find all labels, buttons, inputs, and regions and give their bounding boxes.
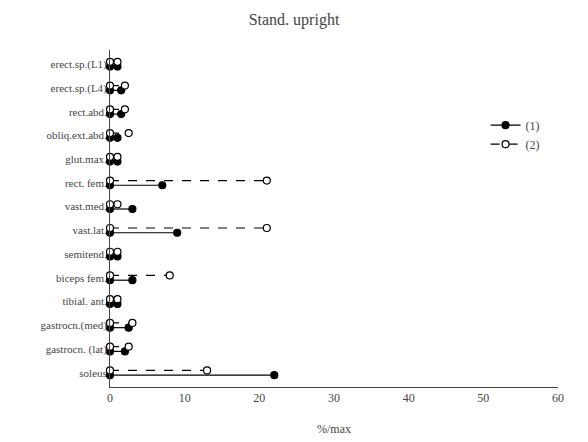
svg-text:10: 10 bbox=[179, 391, 191, 405]
svg-text:gastrocn. (lat): gastrocn. (lat) bbox=[46, 343, 107, 356]
svg-text:obliq.ext.abd.: obliq.ext.abd. bbox=[47, 129, 107, 141]
svg-text:50: 50 bbox=[477, 391, 489, 405]
svg-text:30: 30 bbox=[328, 391, 340, 405]
svg-text:(2): (2) bbox=[526, 138, 540, 152]
svg-text:rect.abd.: rect.abd. bbox=[69, 106, 107, 118]
svg-text:biceps fem.: biceps fem. bbox=[56, 272, 107, 284]
svg-text:%/max: %/max bbox=[317, 422, 351, 436]
svg-text:soleus: soleus bbox=[79, 367, 107, 379]
svg-text:40: 40 bbox=[403, 391, 415, 405]
svg-text:tibial. ant.: tibial. ant. bbox=[63, 295, 108, 307]
svg-text:erect.sp.(L1): erect.sp.(L1) bbox=[51, 58, 108, 71]
svg-text:(1): (1) bbox=[526, 119, 540, 133]
svg-text:gastrocn.(med): gastrocn.(med) bbox=[41, 319, 108, 332]
svg-text:20: 20 bbox=[253, 391, 265, 405]
svg-text:rect. fem.: rect. fem. bbox=[65, 177, 107, 189]
svg-text:semitend.: semitend. bbox=[64, 248, 107, 260]
svg-text:erect.sp.(L4): erect.sp.(L4) bbox=[51, 82, 108, 95]
svg-text:0: 0 bbox=[107, 391, 113, 405]
svg-text:glut.max.: glut.max. bbox=[65, 153, 107, 165]
svg-text:Stand. upright: Stand. upright bbox=[249, 11, 340, 29]
svg-text:60: 60 bbox=[552, 391, 564, 405]
svg-text:vast.lat.: vast.lat. bbox=[73, 224, 107, 236]
svg-text:vast.med.: vast.med. bbox=[65, 200, 107, 212]
